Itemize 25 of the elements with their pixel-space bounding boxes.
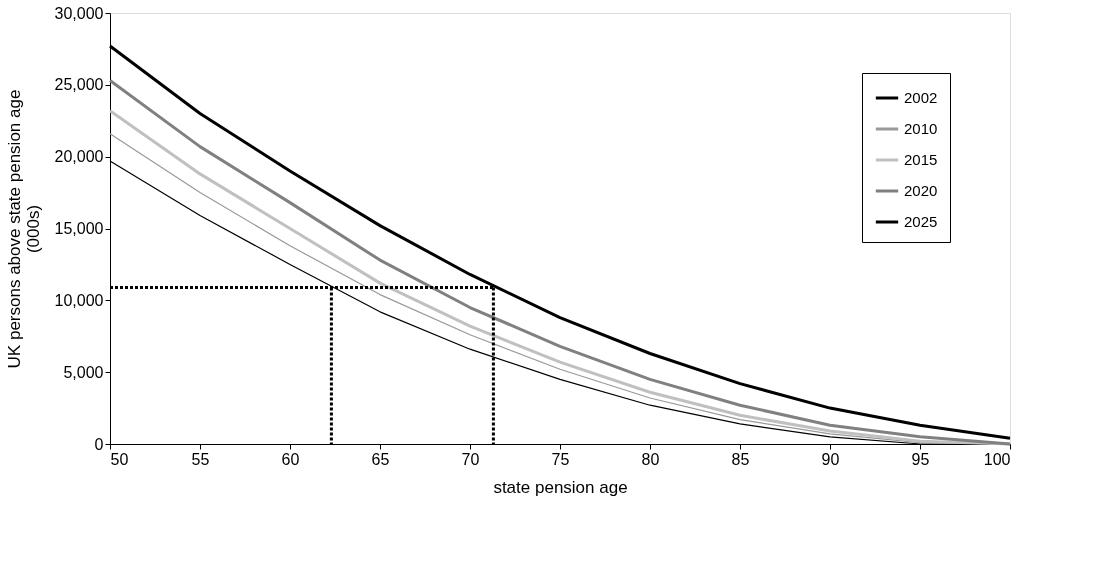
- x-tick-label: 95: [911, 450, 930, 468]
- x-tick-label: 100: [983, 450, 1011, 468]
- legend-label: 2002: [904, 89, 938, 106]
- legend-label: 2020: [904, 182, 938, 199]
- y-tick-label: 25,000: [54, 76, 104, 94]
- y-tick-label: 10,000: [54, 291, 104, 309]
- legend-label: 2015: [904, 151, 938, 168]
- x-tick-label: 50: [110, 450, 129, 468]
- legend-label: 2025: [904, 213, 938, 230]
- x-tick-label: 90: [821, 450, 840, 468]
- legend-label: 2010: [904, 120, 938, 137]
- y-axis-title: UK persons above state pension age (000s): [4, 89, 43, 369]
- y-tick-label: 5,000: [63, 363, 104, 381]
- x-tick-label: 80: [641, 450, 660, 468]
- x-tick-label: 65: [371, 450, 390, 468]
- x-tick-label: 55: [191, 450, 210, 468]
- y-tick-label: 20,000: [54, 148, 104, 166]
- x-tick-label: 70: [461, 450, 480, 468]
- x-axis-title: state pension age: [493, 477, 628, 497]
- x-tick-label: 60: [281, 450, 300, 468]
- y-tick-label: 15,000: [54, 220, 104, 237]
- x-tick-label: 75: [551, 450, 570, 468]
- x-tick-label: 85: [731, 450, 750, 468]
- y-tick-label: 0: [94, 435, 104, 453]
- y-tick-label: 30,000: [54, 4, 104, 22]
